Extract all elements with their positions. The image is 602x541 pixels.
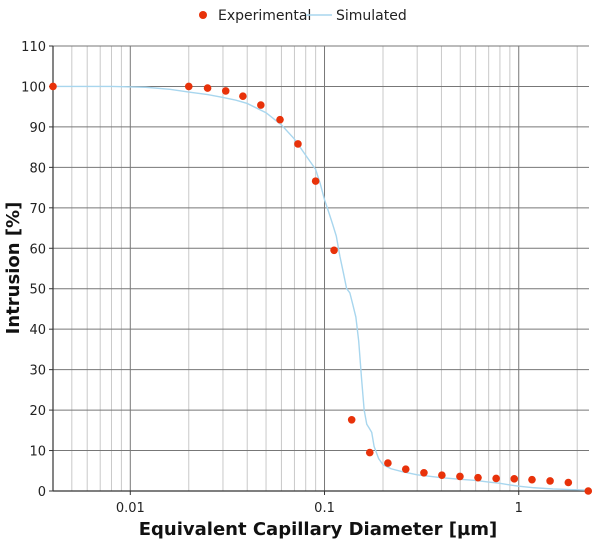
- experimental-point: [49, 82, 57, 91]
- ticks-layer: 0 10 20 30 40 50 60 70 80 90 100 110 0.01 0.1 1: [21, 40, 523, 516]
- y-tick-label: 110: [21, 40, 46, 55]
- experimental-point: [420, 469, 428, 477]
- y-tick-label: 60: [29, 242, 46, 257]
- experimental-point: [347, 416, 356, 424]
- y-tick-label: 0: [38, 485, 46, 500]
- x-tick-label: 0.1: [314, 501, 335, 516]
- y-tick-label: 100: [21, 80, 46, 95]
- experimental-point: [257, 101, 265, 109]
- x-tick-label: 0.01: [116, 501, 145, 516]
- legend-experimental-label: Experimental: [218, 8, 311, 24]
- experimental-point: [546, 477, 554, 485]
- y-tick-label: 50: [29, 283, 46, 298]
- experimental-point: [401, 465, 410, 473]
- experimental-point: [239, 92, 247, 100]
- y-axis-title: Intrusion [%]: [3, 202, 24, 335]
- y-tick-label: 20: [29, 404, 46, 419]
- y-tick-label: 30: [29, 364, 46, 379]
- experimental-point: [584, 487, 593, 495]
- y-tick-label: 10: [29, 445, 46, 460]
- experimental-point: [311, 177, 320, 185]
- x-tick-label: 1: [515, 501, 523, 516]
- legend-experimental-marker: [199, 11, 207, 19]
- experimental-point: [330, 246, 338, 255]
- experimental-point: [365, 448, 374, 457]
- axes-layer: [52, 46, 589, 492]
- y-tick-label: 40: [29, 323, 46, 338]
- experimental-point: [438, 471, 446, 480]
- experimental-point: [203, 84, 212, 92]
- experimental-point: [474, 473, 482, 482]
- legend: Experimental Simulated: [199, 8, 407, 24]
- experimental-point: [294, 140, 302, 148]
- experimental-point: [276, 115, 284, 124]
- series-layer: [49, 82, 593, 495]
- experimental-point: [456, 472, 464, 481]
- experimental-point: [492, 474, 500, 483]
- experimental-point: [221, 87, 230, 95]
- legend-simulated-label: Simulated: [336, 8, 407, 24]
- y-tick-label: 80: [29, 161, 46, 176]
- y-tick-label: 70: [29, 202, 46, 217]
- experimental-point: [384, 459, 392, 467]
- experimental-point: [510, 475, 519, 483]
- experimental-point: [528, 475, 536, 484]
- grid-layer: [52, 45, 589, 492]
- y-tick-label: 90: [29, 121, 46, 136]
- experimental-point: [564, 478, 573, 487]
- experimental-point: [184, 82, 193, 91]
- x-axis-title: Equivalent Capillary Diameter [µm]: [139, 519, 498, 540]
